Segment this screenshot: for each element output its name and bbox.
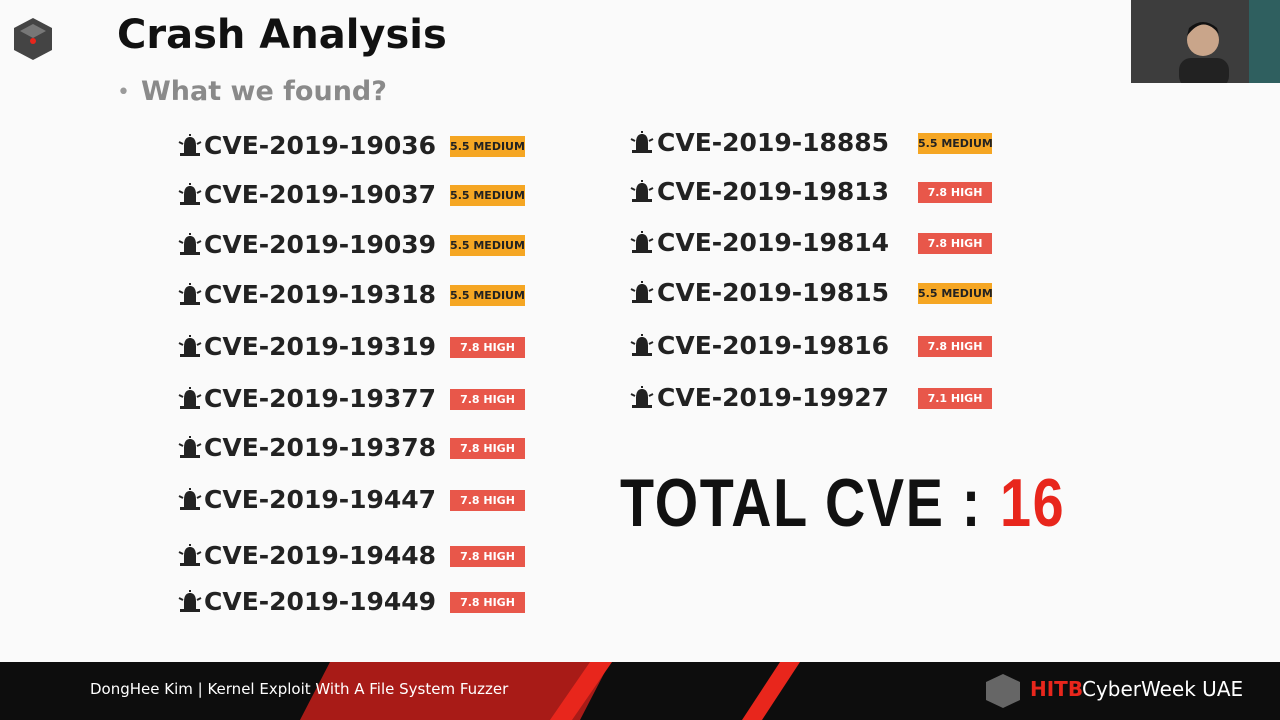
- severity-badge: 5.5 MEDIUM: [918, 283, 993, 304]
- severity-badge: 7.8 HIGH: [450, 546, 525, 567]
- total: TOTAL CVE :16: [620, 464, 1065, 542]
- severity-badge: 7.8 HIGH: [450, 438, 525, 459]
- bug-icon: [178, 134, 202, 158]
- bullet-text: What we found?: [141, 76, 387, 107]
- bug-icon: [178, 283, 202, 307]
- severity-badge: 7.8 HIGH: [450, 337, 525, 358]
- cve-id: CVE-2019-19377: [204, 384, 437, 413]
- footer-event: CyberWeek UAE: [1082, 677, 1244, 701]
- cve-id: CVE-2019-19319: [204, 332, 437, 361]
- bug-icon: [630, 386, 654, 410]
- cve-id: CVE-2019-19815: [657, 278, 890, 307]
- severity-badge: 7.8 HIGH: [918, 233, 992, 254]
- cve-id: CVE-2019-19037: [204, 180, 437, 209]
- cve-id: CVE-2019-19447: [204, 485, 437, 514]
- cve-id: CVE-2019-19816: [657, 331, 890, 360]
- logo: [14, 18, 52, 60]
- severity-badge: 5.5 MEDIUM: [450, 185, 525, 206]
- footer-bar: [0, 662, 1280, 720]
- bug-icon: [178, 488, 202, 512]
- bug-icon: [178, 590, 202, 614]
- cve-id: CVE-2019-19449: [204, 587, 437, 616]
- cve-id: CVE-2019-19814: [657, 228, 890, 257]
- cve-id: CVE-2019-19927: [657, 383, 890, 412]
- cve-id: CVE-2019-19448: [204, 541, 437, 570]
- footer-presenter: DongHee Kim | Kernel Exploit With A File…: [90, 680, 509, 698]
- severity-badge: 7.8 HIGH: [450, 592, 525, 613]
- slide-title: Crash Analysis: [117, 12, 447, 58]
- cve-id: CVE-2019-19813: [657, 177, 890, 206]
- severity-badge: 5.5 MEDIUM: [450, 136, 525, 157]
- bug-icon: [630, 131, 654, 155]
- cve-id: CVE-2019-19036: [204, 131, 437, 160]
- bug-icon: [178, 335, 202, 359]
- severity-badge: 7.8 HIGH: [918, 182, 992, 203]
- footer-brand: HITB: [1030, 677, 1084, 701]
- cve-id: CVE-2019-19318: [204, 280, 437, 309]
- severity-badge: 5.5 MEDIUM: [450, 235, 525, 256]
- bug-icon: [630, 180, 654, 204]
- bug-icon: [178, 544, 202, 568]
- total-label: TOTAL CVE :: [620, 465, 982, 541]
- speaker-video: [1131, 0, 1280, 88]
- bug-icon: [178, 183, 202, 207]
- total-value: 16: [999, 465, 1066, 541]
- bullet-dot: •: [117, 80, 130, 105]
- severity-badge: 7.8 HIGH: [450, 389, 525, 410]
- severity-badge: 7.1 HIGH: [918, 388, 992, 409]
- severity-badge: 7.8 HIGH: [918, 336, 992, 357]
- cve-id: CVE-2019-19378: [204, 433, 437, 462]
- bug-icon: [178, 387, 202, 411]
- bug-icon: [630, 281, 654, 305]
- bug-icon: [630, 334, 654, 358]
- cve-id: CVE-2019-19039: [204, 230, 437, 259]
- severity-badge: 7.8 HIGH: [450, 490, 525, 511]
- cve-id: CVE-2019-18885: [657, 128, 890, 157]
- bug-icon: [178, 436, 202, 460]
- severity-badge: 5.5 MEDIUM: [918, 133, 993, 154]
- severity-badge: 5.5 MEDIUM: [450, 285, 525, 306]
- bug-icon: [630, 231, 654, 255]
- bug-icon: [178, 233, 202, 257]
